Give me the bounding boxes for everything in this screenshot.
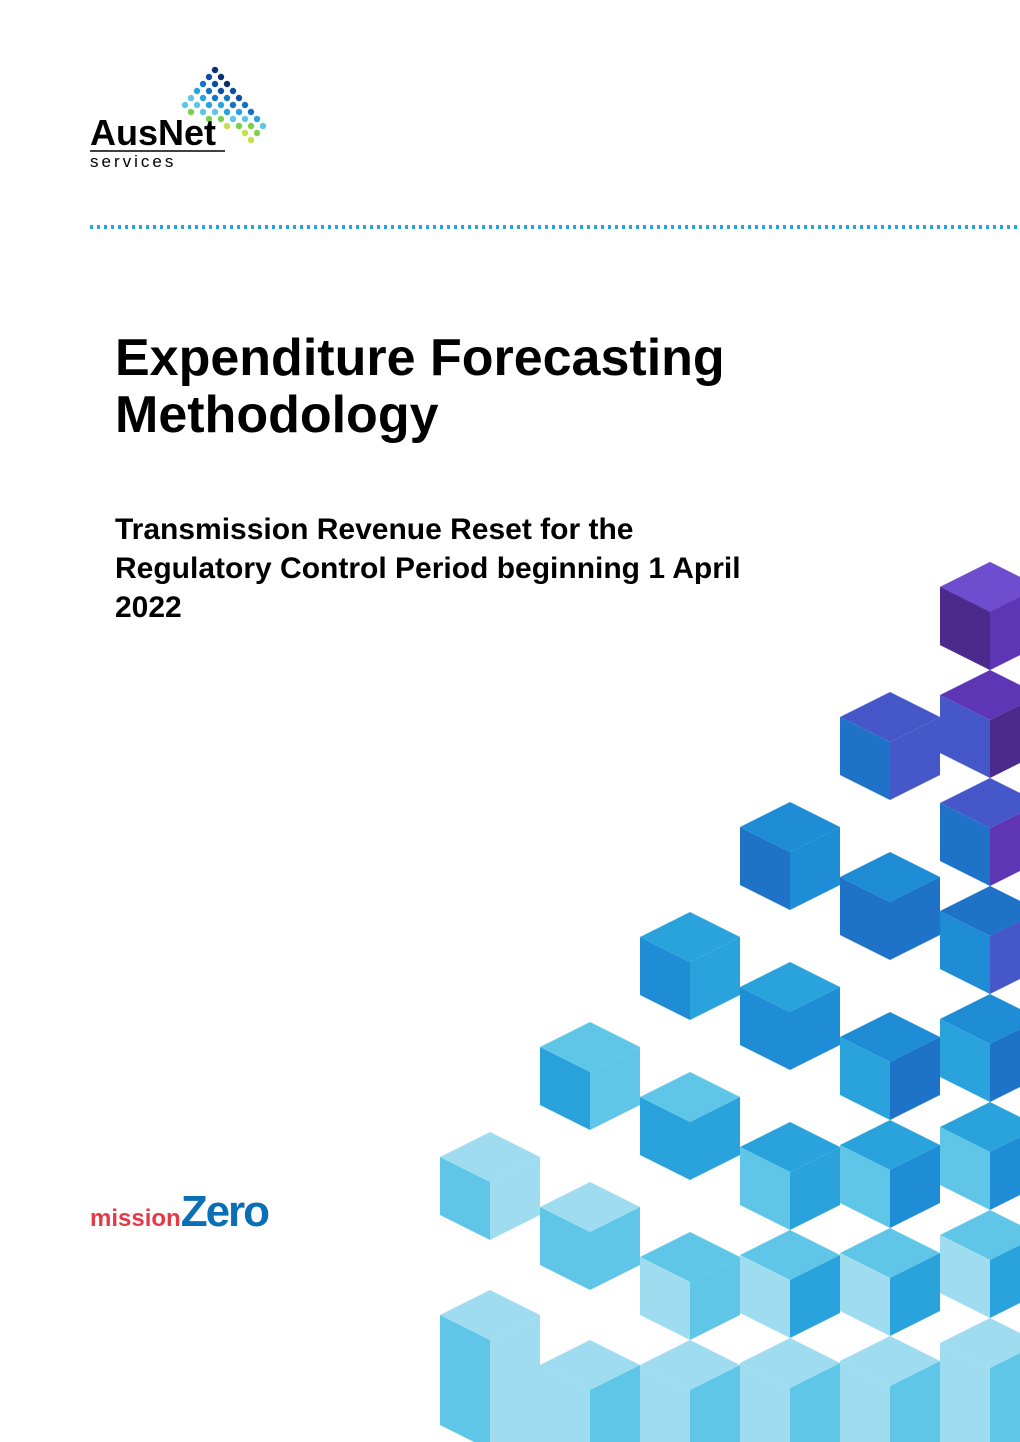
footer-logo-word2: Zero	[181, 1187, 268, 1236]
page-subtitle: Transmission Revenue Reset for the Regul…	[115, 510, 760, 627]
ausnet-logo: AusNet services	[90, 65, 290, 175]
logo-wordmark-main: AusNet	[90, 112, 216, 153]
page-title: Expenditure Forecasting Methodology	[115, 330, 900, 444]
mission-zero-logo: missionZero	[90, 1187, 268, 1237]
hex-background-art	[380, 562, 1020, 1442]
header-divider	[90, 225, 1020, 229]
logo-wordmark-sub: services	[90, 152, 176, 171]
footer-logo-word1: mission	[90, 1205, 181, 1232]
